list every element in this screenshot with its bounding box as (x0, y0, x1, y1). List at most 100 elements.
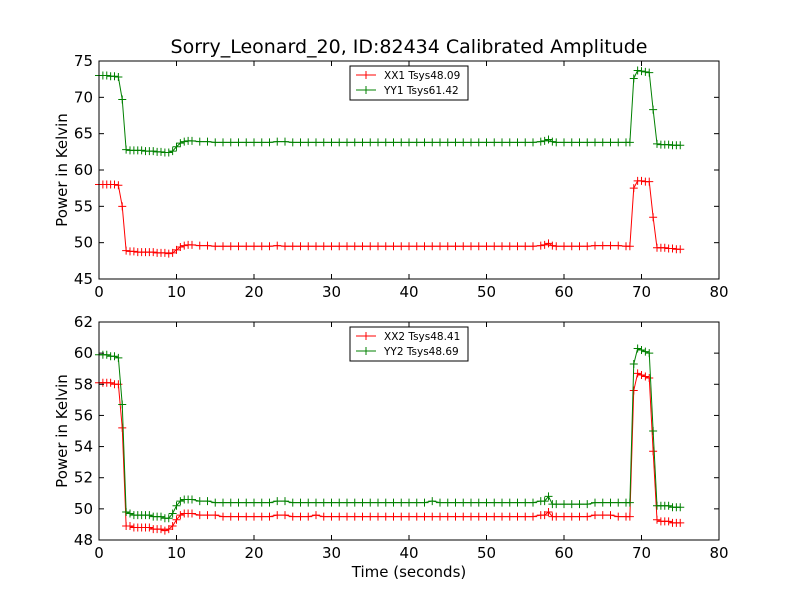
data-point (544, 507, 553, 516)
data-point (637, 370, 646, 379)
data-point (436, 138, 444, 147)
x-tick-label: 60 (554, 544, 573, 562)
data-point (211, 511, 220, 520)
data-point (443, 138, 452, 147)
data-point (389, 498, 398, 507)
data-point (436, 242, 444, 251)
data-point (505, 498, 514, 507)
data-point (420, 498, 429, 507)
data-point (649, 213, 658, 222)
data-point (257, 138, 266, 147)
data-point (343, 498, 351, 507)
data-point (467, 242, 475, 251)
data-point (327, 138, 336, 147)
data-point (219, 242, 227, 251)
data-point (676, 141, 685, 150)
data-point (649, 105, 658, 114)
y-tick-label: 45 (74, 270, 93, 288)
x-tick-label: 40 (399, 283, 418, 301)
data-point (490, 512, 499, 521)
data-point (366, 512, 375, 521)
data-point (110, 72, 119, 81)
data-point (490, 138, 499, 147)
data-point (474, 242, 483, 251)
data-point (296, 138, 305, 147)
data-point (583, 512, 592, 521)
data-point (226, 138, 235, 147)
data-point (281, 137, 289, 146)
data-point (122, 246, 131, 255)
data-point (583, 138, 592, 147)
x-tick-label: 30 (322, 283, 341, 301)
data-point (521, 242, 530, 251)
data-point (350, 512, 359, 521)
data-point (304, 498, 313, 507)
data-point (397, 498, 406, 507)
data-point (451, 498, 460, 507)
lower-subplot: 0 10 20 30 40 50 60 70 80 48 50 52 54 56 58 60 62 Power i… (53, 313, 729, 581)
data-point (405, 138, 413, 147)
data-point (598, 241, 607, 250)
data-point (474, 512, 483, 521)
data-point (234, 512, 243, 521)
data-point (350, 138, 359, 147)
data-point (664, 140, 673, 149)
data-point (160, 248, 169, 257)
y-tick-label: 60 (74, 161, 93, 179)
data-point (513, 498, 522, 507)
series-markers-1 (95, 369, 685, 535)
data-point (358, 138, 367, 147)
data-point (637, 176, 646, 185)
data-point (529, 512, 537, 521)
data-point (102, 71, 111, 80)
data-point (459, 138, 468, 147)
data-point (645, 68, 654, 77)
data-point (405, 242, 413, 251)
data-point (629, 74, 638, 83)
data-point (164, 514, 173, 523)
data-point (304, 512, 313, 521)
data-point (614, 512, 623, 521)
legend-label: XX2 Tsys48.41 (384, 331, 460, 343)
data-point (366, 242, 375, 251)
legend-marker (362, 332, 370, 340)
data-point (552, 138, 561, 147)
data-point (126, 509, 134, 518)
data-point (521, 498, 530, 507)
data-point (536, 137, 545, 146)
data-point (381, 138, 390, 147)
data-point (281, 511, 289, 520)
data-point (110, 352, 119, 361)
data-point (567, 138, 576, 147)
data-point (389, 138, 398, 147)
data-point (474, 498, 483, 507)
data-point (567, 242, 576, 251)
data-point (412, 498, 421, 507)
x-tick-label: 10 (167, 283, 186, 301)
data-point (296, 498, 305, 507)
data-point (250, 512, 258, 521)
data-point (653, 515, 661, 524)
data-point (591, 138, 599, 147)
data-point (114, 353, 123, 362)
data-point (641, 347, 650, 356)
data-point (575, 512, 584, 521)
data-point (633, 66, 642, 75)
data-point (304, 242, 313, 251)
x-tick-label: 10 (167, 544, 186, 562)
data-point (265, 498, 274, 507)
data-point (118, 423, 127, 432)
data-point (664, 517, 673, 526)
data-point (343, 242, 351, 251)
data-point (649, 447, 658, 456)
data-point (195, 137, 204, 146)
data-point (176, 243, 185, 252)
data-point (676, 503, 685, 512)
y-tick-label: 48 (74, 531, 93, 549)
data-point (335, 242, 344, 251)
data-point (625, 242, 634, 251)
legend-marker (362, 86, 370, 94)
data-point (203, 241, 212, 250)
data-point (451, 242, 460, 251)
